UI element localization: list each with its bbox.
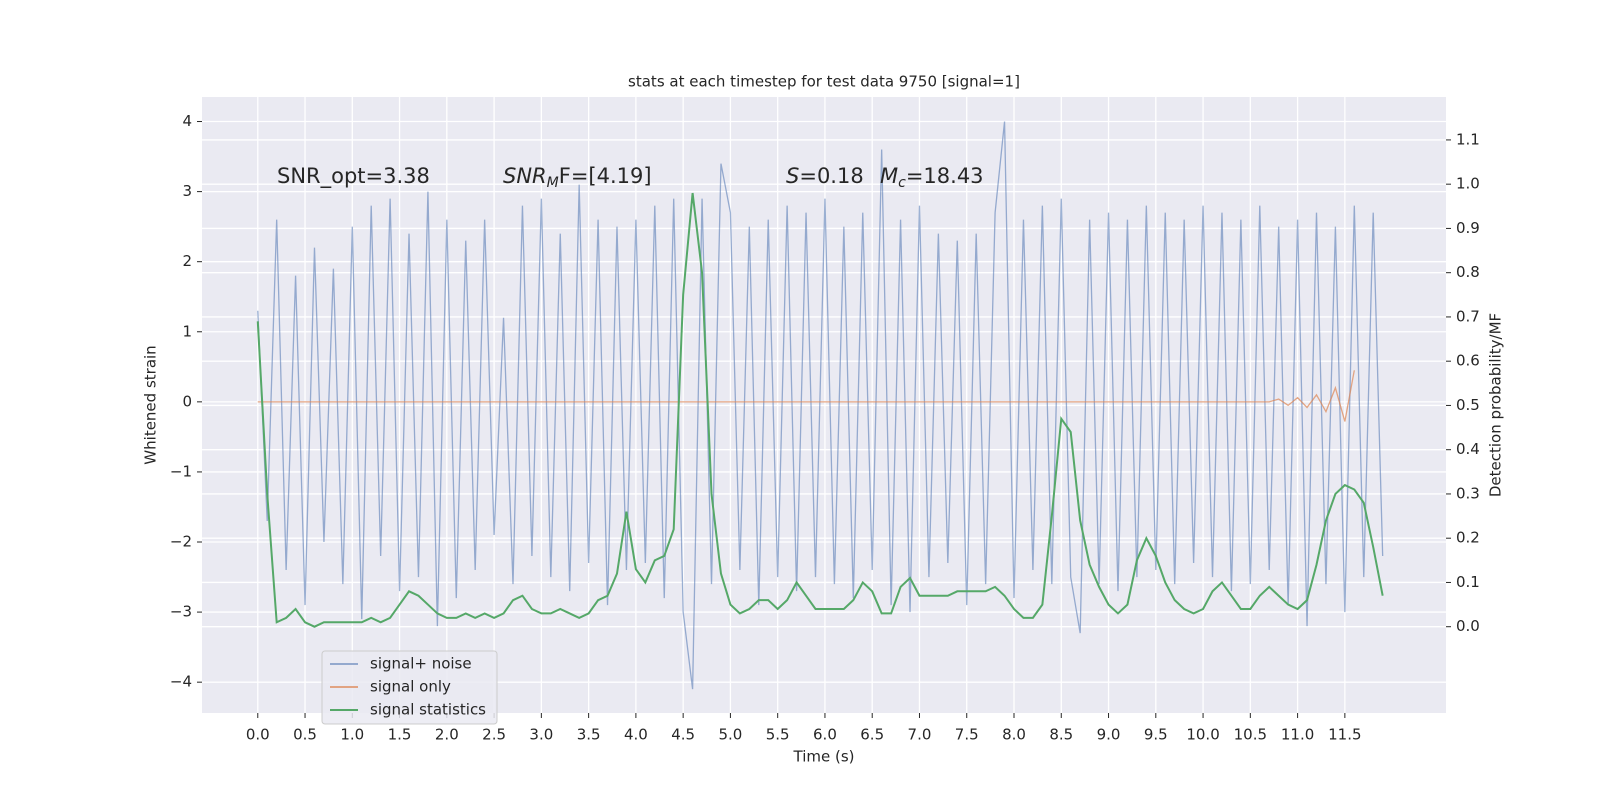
annotation: S=0.18 [786, 164, 864, 188]
annotation: SNR_opt=3.38 [277, 164, 430, 189]
x-tick-label: 9.0 [1097, 726, 1121, 744]
y2-tick-label: 1.0 [1456, 175, 1480, 193]
series-line [257, 121, 1384, 690]
x-tick-label: 7.0 [908, 726, 932, 744]
x-tick-label: 3.0 [529, 726, 553, 744]
x-tick-label: 0.5 [293, 726, 317, 744]
y2-tick-label: 0.2 [1456, 529, 1480, 547]
y2-tick-label: 0.0 [1456, 617, 1480, 635]
x-tick-label: 1.5 [388, 726, 412, 744]
annotation-text: S [786, 164, 799, 188]
annotation-tail: =18.43 [906, 164, 984, 188]
x-tick-label: 8.5 [1049, 726, 1073, 744]
legend-label: signal only [370, 678, 451, 696]
annotation-text: SNR [503, 164, 547, 188]
y-tick-label: 0 [182, 392, 192, 410]
x-tick-label: 11.0 [1281, 726, 1314, 744]
x-tick-label: 6.0 [813, 726, 837, 744]
y-tick-label: −1 [170, 462, 192, 480]
y-tick-label: −4 [170, 673, 192, 691]
x-tick-label: 11.5 [1328, 726, 1361, 744]
y-axis-label: Whitened strain [142, 345, 160, 464]
x-tick-label: 0.0 [246, 726, 270, 744]
y2-tick-label: 0.9 [1456, 219, 1480, 237]
x-tick-label: 3.5 [577, 726, 601, 744]
y-tick-label: 4 [182, 112, 192, 130]
y2-tick-label: 0.3 [1456, 484, 1480, 502]
annotation: Mc=18.43 [880, 164, 984, 191]
y2-tick-label: 1.1 [1456, 130, 1480, 148]
legend-box [321, 650, 498, 725]
annotation-text: SNR_opt=3.38 [277, 164, 430, 189]
annotation-tail: =0.18 [799, 164, 863, 188]
x-tick-label: 8.0 [1002, 726, 1026, 744]
y2-tick-label: 0.4 [1456, 440, 1480, 458]
chart-title: stats at each timestep for test data 975… [628, 73, 1020, 91]
x-tick-label: 4.5 [671, 726, 695, 744]
x-tick-label: 1.0 [340, 726, 364, 744]
x-axis-label: Time (s) [793, 748, 855, 766]
y2-tick-label: 0.6 [1456, 352, 1480, 370]
series-line [257, 370, 1355, 422]
x-tick-label: 9.5 [1144, 726, 1168, 744]
y2-tick-label: 0.8 [1456, 263, 1480, 281]
series-line [256, 192, 1384, 628]
x-tick-label: 7.5 [955, 726, 979, 744]
x-tick-label: 5.0 [718, 726, 742, 744]
annotation-tail: F=[4.19] [559, 164, 652, 188]
x-tick-label: 2.5 [482, 726, 506, 744]
annotation-text: M [880, 164, 898, 188]
x-tick-label: 10.5 [1234, 726, 1267, 744]
legend-label: signal statistics [370, 701, 486, 719]
y-tick-label: 3 [182, 182, 192, 200]
x-tick-label: 10.0 [1186, 726, 1219, 744]
annotation-sub: c [898, 175, 906, 191]
y-tick-label: 1 [182, 322, 192, 340]
y-tick-label: −2 [170, 533, 192, 551]
y2-tick-label: 0.1 [1456, 573, 1480, 591]
annotation-sub: M [547, 175, 559, 191]
x-tick-label: 5.5 [766, 726, 790, 744]
annotation: SNRMF=[4.19] [503, 164, 652, 191]
x-tick-label: 4.0 [624, 726, 648, 744]
y2-axis-label: Detection probability/MF [1487, 313, 1505, 497]
y-tick-label: 2 [182, 252, 192, 270]
y2-tick-label: 0.7 [1456, 307, 1480, 325]
x-tick-label: 2.0 [435, 726, 459, 744]
y2-tick-label: 0.5 [1456, 396, 1480, 414]
y-tick-label: −3 [170, 603, 192, 621]
legend-label: signal+ noise [370, 655, 472, 673]
x-tick-label: 6.5 [860, 726, 884, 744]
